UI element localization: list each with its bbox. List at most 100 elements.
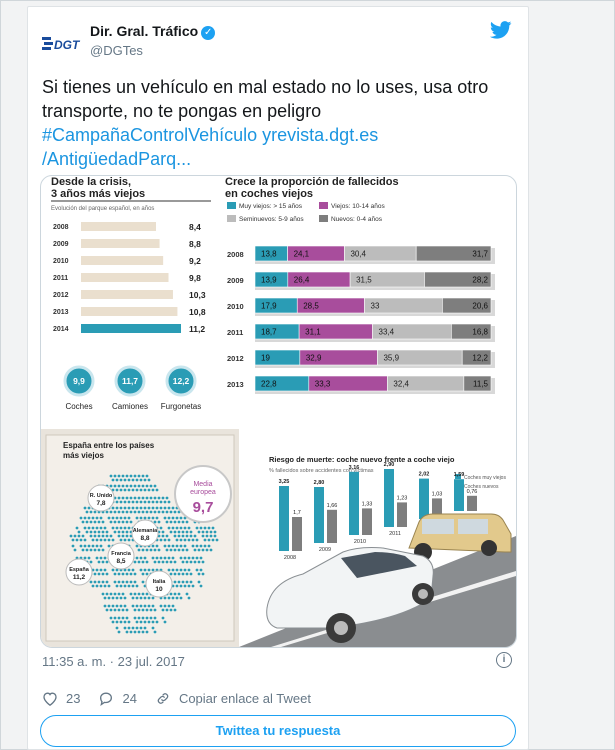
info-icon[interactable]: i bbox=[496, 652, 512, 668]
map-dot bbox=[139, 478, 143, 482]
map-dot bbox=[199, 526, 203, 530]
map-dot bbox=[121, 592, 125, 596]
map-dot bbox=[105, 530, 109, 534]
map-dot bbox=[125, 608, 129, 612]
map-dot bbox=[179, 596, 183, 600]
map-dot bbox=[133, 592, 137, 596]
url-link[interactable]: yrevista.dgt.es bbox=[262, 125, 379, 145]
stacked-year: 2011 bbox=[227, 328, 243, 337]
map-dot bbox=[213, 534, 217, 538]
map-dot bbox=[91, 538, 95, 542]
map-dot bbox=[101, 548, 105, 552]
reply-button[interactable]: Twittea tu respuesta bbox=[40, 715, 516, 747]
copy-link-button[interactable]: Copiar enlace al Tweet bbox=[155, 691, 311, 706]
map-dot bbox=[145, 630, 149, 634]
map-dot bbox=[109, 608, 113, 612]
map-dot bbox=[103, 556, 107, 560]
map-dot bbox=[201, 572, 205, 576]
map-dot bbox=[181, 520, 185, 524]
map-dot bbox=[173, 560, 177, 564]
map-dot bbox=[89, 530, 93, 534]
map-dot bbox=[137, 560, 141, 564]
map-dot bbox=[71, 544, 75, 548]
map-dot bbox=[111, 516, 115, 520]
map-dot bbox=[121, 474, 125, 478]
tweet-image[interactable]: Desde la crisis, 3 años más viejos Evolu… bbox=[40, 175, 517, 648]
map-dot bbox=[159, 500, 163, 504]
media-europea-badge bbox=[174, 465, 232, 523]
stacked-value: 33,3 bbox=[315, 380, 331, 389]
map-dot bbox=[101, 530, 105, 534]
risk-year: 2008 bbox=[284, 555, 296, 561]
map-dot bbox=[117, 580, 121, 584]
map-dot bbox=[173, 530, 177, 534]
map-dot bbox=[171, 544, 175, 548]
map-dot bbox=[135, 544, 139, 548]
author-name[interactable]: Dir. Gral. Tráfico ✓ bbox=[90, 23, 216, 40]
map-dot bbox=[99, 556, 103, 560]
map-dot bbox=[169, 592, 173, 596]
map-dot bbox=[167, 596, 171, 600]
map-dot bbox=[123, 568, 127, 572]
map-dot bbox=[179, 538, 183, 542]
reply-action-button[interactable]: 24 bbox=[98, 691, 137, 706]
map-dot bbox=[161, 616, 165, 620]
map-dot bbox=[195, 568, 199, 572]
media-label-1: Media bbox=[193, 481, 212, 488]
map-dot bbox=[147, 506, 151, 510]
map-dot bbox=[99, 526, 103, 530]
map-dot bbox=[197, 560, 201, 564]
map-dot bbox=[83, 516, 87, 520]
map-dot bbox=[159, 604, 163, 608]
map-dot bbox=[153, 520, 157, 524]
map-dot bbox=[119, 506, 123, 510]
map-dot bbox=[111, 596, 115, 600]
like-button[interactable]: 23 bbox=[42, 691, 80, 706]
map-dot bbox=[177, 510, 181, 514]
map-dot bbox=[163, 516, 167, 520]
author-handle[interactable]: @DGTes bbox=[90, 43, 143, 58]
map-dot bbox=[137, 496, 141, 500]
map-dot bbox=[173, 608, 177, 612]
year-bar bbox=[81, 222, 156, 231]
map-dot bbox=[137, 548, 141, 552]
map-dot bbox=[109, 520, 113, 524]
map-dot bbox=[187, 596, 191, 600]
year-value: 10,8 bbox=[189, 307, 206, 317]
hashtag-link[interactable]: #CampañaControlVehículo bbox=[42, 125, 258, 145]
risk-bar-new bbox=[432, 498, 442, 519]
map-dot bbox=[199, 568, 203, 572]
map-dot bbox=[215, 538, 219, 542]
map-dot bbox=[131, 478, 135, 482]
map-dot bbox=[125, 630, 129, 634]
map-dot bbox=[117, 534, 121, 538]
stacked-year: 2013 bbox=[227, 380, 244, 389]
map-dot bbox=[77, 534, 81, 538]
timestamp[interactable]: 11:35 a. m. · 23 jul. 2017 bbox=[42, 654, 185, 669]
twitter-bird-icon[interactable] bbox=[489, 21, 512, 44]
map-dot bbox=[147, 620, 151, 624]
map-dot bbox=[135, 506, 139, 510]
avatar[interactable]: DGT bbox=[42, 21, 86, 65]
risk-new-value: 1,23 bbox=[397, 495, 408, 501]
risk-year: 2011 bbox=[389, 531, 401, 537]
map-dot bbox=[145, 496, 149, 500]
url-link-continued[interactable]: /AntigüedadParq... bbox=[42, 149, 192, 169]
map-dot bbox=[79, 516, 83, 520]
map-dot bbox=[103, 604, 107, 608]
map-dot bbox=[165, 520, 169, 524]
map-dot bbox=[169, 530, 173, 534]
stacked-segment bbox=[451, 323, 492, 340]
map-dot bbox=[171, 568, 175, 572]
map-dot bbox=[79, 544, 83, 548]
map-dot bbox=[197, 572, 201, 576]
map-dot bbox=[185, 560, 189, 564]
map-pin bbox=[145, 570, 173, 598]
map-dot bbox=[83, 526, 87, 530]
map-dot bbox=[185, 534, 189, 538]
new-car-illustration bbox=[266, 547, 434, 643]
map-dot bbox=[143, 568, 147, 572]
map-dot bbox=[109, 592, 113, 596]
stacked-segment bbox=[424, 271, 492, 288]
map-dot bbox=[141, 616, 145, 620]
